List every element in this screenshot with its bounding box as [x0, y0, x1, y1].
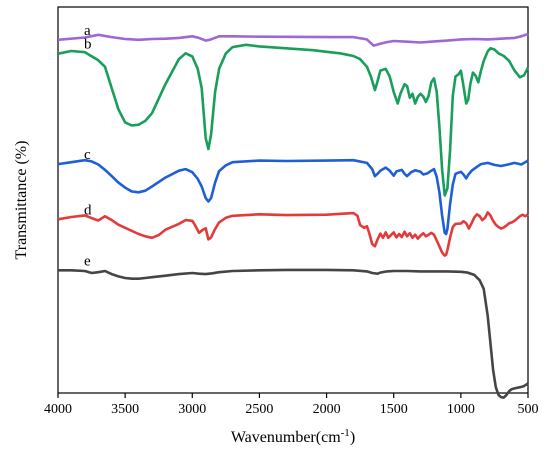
- x-tick-label: 3000: [178, 402, 206, 417]
- series-label-e: e: [84, 253, 91, 269]
- series-line-c: [57, 158, 529, 236]
- series-line-d: [57, 211, 529, 257]
- x-tick-label: 1000: [447, 402, 475, 417]
- y-axis-title: Transmittance (%): [13, 141, 30, 260]
- x-axis-title: Wavenumber(cm-1): [231, 427, 355, 446]
- x-tick-label: 500: [518, 402, 539, 417]
- series-line-a: [57, 32, 529, 47]
- series-label-b: b: [84, 37, 92, 53]
- x-tick-label: 2500: [245, 402, 273, 417]
- x-axis-title-close: ): [350, 429, 355, 446]
- series-group: [57, 32, 530, 399]
- x-axis-ticks: 4000 3500 3000 2500 2000 1500 1000 500: [44, 393, 539, 417]
- x-tick-label: 1500: [380, 402, 408, 417]
- series-label-d: d: [84, 202, 92, 218]
- series-label-a: a: [84, 23, 91, 39]
- x-axis-title-superscript: -1: [341, 427, 350, 439]
- series-labels: ab c d e: [84, 23, 92, 269]
- x-tick-label: 3500: [111, 402, 139, 417]
- series-label-c: c: [84, 147, 91, 163]
- series-line-e: [58, 268, 529, 399]
- x-axis-title-main: Wavenumber(cm: [231, 429, 341, 446]
- series-line-b: [57, 43, 530, 197]
- x-tick-label: 2000: [313, 402, 341, 417]
- x-tick-label: 4000: [44, 402, 72, 417]
- plot-frame: [57, 6, 529, 394]
